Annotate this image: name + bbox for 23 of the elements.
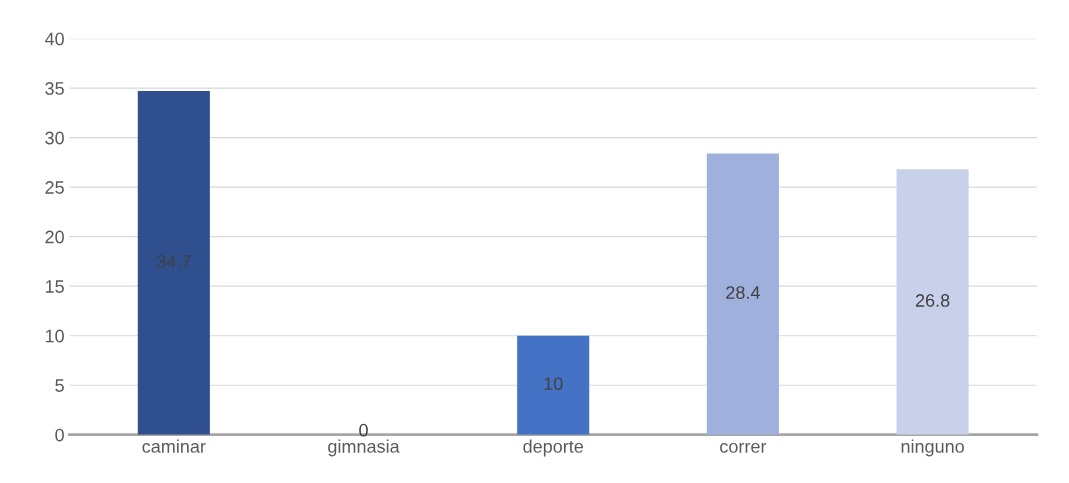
data-label: 34.7 — [156, 254, 191, 268]
bar — [517, 335, 590, 435]
x-tick-label: gimnasia — [328, 439, 400, 457]
x-tick-label: correr — [720, 442, 767, 453]
y-tick-label: 5 — [55, 379, 64, 392]
x-tick-label: caminar — [142, 439, 206, 453]
data-label: 0 — [359, 423, 368, 437]
x-tick-label: ninguno — [901, 439, 964, 457]
data-label: 28.4 — [726, 286, 760, 299]
bar — [137, 91, 210, 435]
bar — [896, 169, 969, 435]
y-tick-label: 20 — [45, 230, 64, 244]
y-tick-label: 15 — [45, 280, 64, 293]
data-label: 26.8 — [915, 294, 950, 307]
bar — [706, 153, 779, 435]
x-tick-label: deporte — [523, 439, 584, 457]
y-tick-label: 40 — [44, 32, 64, 46]
y-tick-label: 30 — [45, 131, 64, 145]
y-tick-label: 25 — [45, 181, 64, 194]
data-label: 10 — [544, 377, 563, 391]
y-tick-label: 0 — [55, 428, 64, 442]
y-tick-label: 35 — [45, 82, 64, 95]
y-tick-label: 10 — [45, 329, 64, 343]
